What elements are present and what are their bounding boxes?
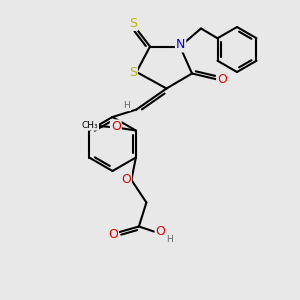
Text: N: N (176, 38, 185, 52)
Text: O: O (217, 73, 227, 86)
Text: H: H (124, 101, 130, 110)
Text: CH₃: CH₃ (82, 121, 98, 130)
Text: S: S (130, 17, 137, 30)
Text: O: O (155, 225, 165, 239)
Text: O: O (111, 120, 121, 134)
Text: H: H (166, 235, 173, 244)
Text: O: O (108, 227, 118, 241)
Text: O: O (121, 173, 131, 186)
Text: S: S (129, 65, 137, 79)
